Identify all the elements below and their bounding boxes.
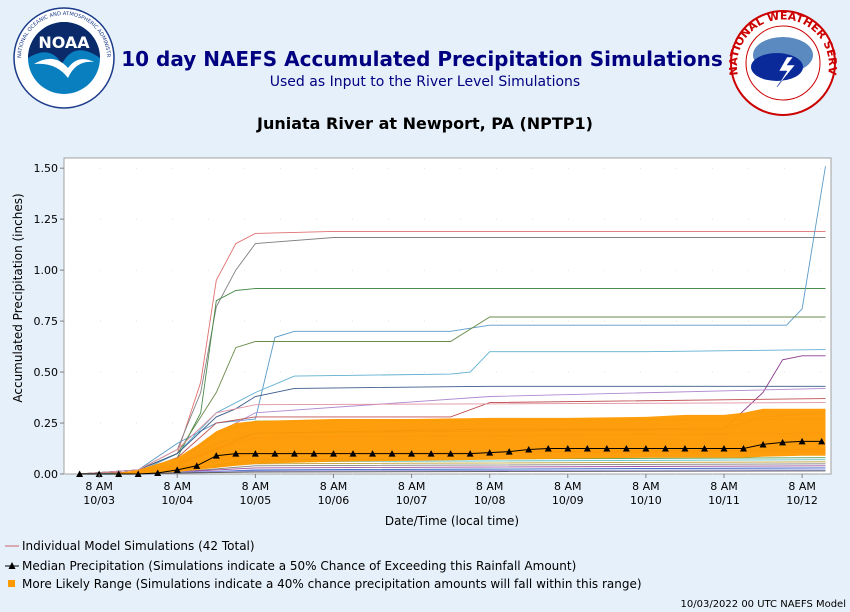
median-point: [251, 450, 259, 457]
nws-logo: NATIONAL WEATHER SERVICE: [727, 9, 839, 116]
median-point: [622, 445, 630, 452]
legend-range-label: More Likely Range (Simulations indicate …: [22, 577, 642, 591]
median-point: [408, 450, 416, 457]
median-point: [388, 450, 396, 457]
legend: Individual Model Simulations (42 Total) …: [5, 539, 642, 591]
median-point: [95, 470, 103, 477]
median-point: [720, 445, 728, 452]
lightning-bolt-icon: [776, 56, 796, 88]
x-tick-label-date: 10/08: [474, 494, 506, 507]
likely-range-area: [79, 408, 826, 474]
x-tick-label-time: 8 AM: [163, 480, 191, 493]
median-point: [583, 445, 591, 452]
median-point: [818, 437, 826, 445]
noaa-logo: NOAA NATIONAL OCEANIC AND ATMOSPHERIC AD…: [13, 7, 115, 109]
median-point: [798, 437, 806, 445]
individual-simulation-line: [79, 166, 826, 475]
median-point: [310, 450, 318, 457]
median-point: [290, 450, 298, 457]
median-point: [544, 445, 552, 452]
x-tick-label-date: 10/03: [83, 494, 115, 507]
y-tick-label: 0.25: [34, 417, 59, 430]
nws-cloud: [751, 53, 803, 81]
y-tick-label: 1.50: [34, 162, 59, 175]
median-point: [466, 450, 474, 457]
median-series: [76, 437, 826, 477]
median-point: [134, 470, 142, 477]
location-title: Juniata River at Newport, PA (NPTP1): [256, 114, 593, 133]
y-axis-label: Accumulated Precipitation (inches): [11, 193, 25, 402]
individual-simulation-line: [79, 402, 826, 475]
median-point: [232, 450, 240, 457]
median-point: [642, 445, 650, 452]
legend-median-marker: [8, 562, 16, 569]
x-tick-label-date: 10/12: [786, 494, 818, 507]
median-point: [740, 445, 748, 452]
page-subtitle: Used as Input to the River Level Simulat…: [270, 74, 580, 90]
median-point: [369, 450, 377, 457]
x-tick-label-time: 8 AM: [398, 480, 426, 493]
x-tick-label-time: 8 AM: [632, 480, 660, 493]
likely-range-band: [79, 408, 826, 474]
median-point: [329, 450, 337, 457]
x-tick-label-date: 10/07: [396, 494, 428, 507]
individual-simulation-line: [79, 349, 826, 475]
x-tick-label-date: 10/10: [630, 494, 662, 507]
legend-median-label: Median Precipitation (Simulations indica…: [22, 559, 576, 573]
median-point: [76, 470, 84, 477]
legend-individual-label: Individual Model Simulations (42 Total): [22, 539, 255, 553]
x-tick-label-time: 8 AM: [85, 480, 113, 493]
median-point: [759, 440, 767, 448]
x-tick-label-time: 8 AM: [320, 480, 348, 493]
median-point: [271, 450, 279, 457]
x-tick-label-date: 10/04: [161, 494, 193, 507]
y-tick-label: 0.50: [34, 366, 59, 379]
x-axis-label: Date/Time (local time): [385, 514, 519, 528]
median-point: [661, 445, 669, 452]
median-point: [700, 445, 708, 452]
median-point: [564, 445, 572, 452]
median-point: [447, 450, 455, 457]
median-point: [173, 466, 181, 473]
median-point: [154, 469, 162, 476]
noaa-sky: [28, 22, 100, 64]
legend-range-swatch: [8, 580, 15, 587]
median-point: [779, 438, 787, 446]
noaa-logo-text: NOAA: [38, 33, 90, 52]
median-point: [349, 450, 357, 457]
x-tick-label-time: 8 AM: [476, 480, 504, 493]
x-tick-label-date: 10/05: [240, 494, 272, 507]
y-tick-label: 0.00: [34, 468, 59, 481]
x-tick-label-date: 10/09: [552, 494, 584, 507]
model-run-label: 10/03/2022 00 UTC NAEFS Model: [681, 599, 847, 610]
median-point: [603, 445, 611, 452]
y-tick-label: 0.75: [34, 315, 59, 328]
x-tick-label-date: 10/06: [318, 494, 350, 507]
x-tick-label-time: 8 AM: [242, 480, 270, 493]
x-tick-label-time: 8 AM: [788, 480, 816, 493]
median-point: [193, 462, 201, 469]
median-point: [525, 446, 533, 453]
x-tick-label-date: 10/11: [708, 494, 740, 507]
page-title: 10 day NAEFS Accumulated Precipitation S…: [121, 47, 723, 71]
median-point: [505, 448, 513, 455]
median-point: [681, 445, 689, 452]
x-tick-label-time: 8 AM: [554, 480, 582, 493]
median-point: [115, 470, 123, 477]
median-point: [486, 449, 494, 456]
x-tick-label-time: 8 AM: [710, 480, 738, 493]
y-tick-label: 1.00: [34, 264, 59, 277]
noaa-bird: [34, 58, 94, 78]
y-tick-label: 1.25: [34, 213, 59, 226]
median-point: [427, 450, 435, 457]
median-point: [212, 452, 220, 459]
